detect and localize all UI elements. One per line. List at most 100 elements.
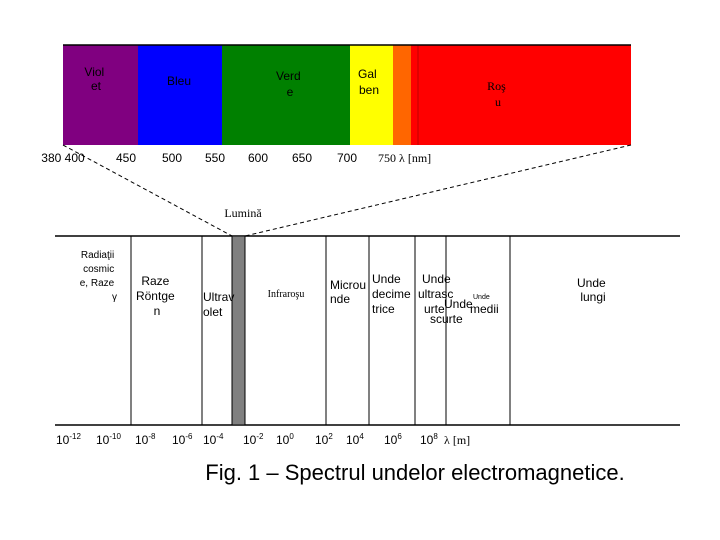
spectrum-bar [63, 44, 631, 145]
tick-base: 10 [56, 433, 70, 447]
label-line: Microu [330, 278, 366, 292]
region-label: Infraroşu [268, 289, 305, 300]
tick-base: 10 [346, 433, 360, 447]
projection-line [244, 144, 632, 237]
tick-base: 10 [172, 433, 186, 447]
scale-tick: 10-10 [96, 432, 121, 447]
scale-tick: 10-2 [243, 432, 264, 447]
scale-tick: 10-8 [135, 432, 156, 447]
band-yellow [350, 45, 393, 145]
tick-base: 10 [203, 433, 217, 447]
region-label: Unde medii [470, 288, 499, 316]
label-line: e, Raze [80, 278, 115, 289]
label-line: urte [424, 302, 445, 316]
band-blue [138, 45, 222, 145]
scale-tick: 10-4 [203, 432, 224, 447]
tick-base: 10 [384, 433, 398, 447]
wavelength-ticks: 380 400 450 500 550 600 650 700 750 λ [n… [41, 151, 431, 165]
scale-tick: 106 [384, 432, 402, 447]
label-line: lungi [580, 290, 605, 304]
scale-tick: 104 [346, 432, 364, 447]
label-line: Bleu [167, 74, 191, 88]
region-label: Unde lungi [577, 276, 609, 304]
wavelength-tick: 700 [337, 151, 357, 165]
region-label: Microu nde [330, 278, 369, 306]
tick-base: 10 [135, 433, 149, 447]
region-label: Unde ultrasc urte [418, 272, 457, 316]
label-line: Gal [358, 67, 377, 81]
label-line: Raze [141, 274, 169, 288]
tick-exp: -4 [216, 432, 224, 441]
tick-exp: -10 [109, 432, 121, 441]
visible-label: Lumină [224, 206, 262, 220]
label-line: u [495, 95, 501, 109]
label-line: Röntge [136, 289, 175, 303]
label-line: Verd [276, 69, 301, 83]
band-violet [63, 45, 138, 145]
label-line: olet [203, 305, 223, 319]
wavelength-tick: 650 [292, 151, 312, 165]
tick-base: 10 [243, 433, 257, 447]
label-line: scurte [430, 312, 463, 326]
tick-exp: 8 [433, 432, 438, 441]
label-line: ultrasc [418, 287, 453, 301]
band-label: Bleu [167, 74, 191, 88]
label-line: Viol [84, 65, 104, 79]
label-line: Radiaţii [81, 250, 114, 261]
wavelength-tick: 380 400 [41, 151, 85, 165]
band-label: Roş u [487, 79, 509, 109]
scale-tick: 102 [315, 432, 333, 447]
band-green [222, 45, 350, 145]
region-label: Unde scurte [430, 297, 476, 326]
band-orange [393, 45, 411, 145]
label-line: γ [112, 292, 117, 303]
label-line: Ultrav [203, 290, 234, 304]
wavelength-tick: 450 [116, 151, 136, 165]
label-line: et [91, 79, 102, 93]
wavelength-tick: 500 [162, 151, 182, 165]
projection-line [62, 144, 233, 237]
scale-ticks: 10-12 10-10 10-8 10-6 10-4 10-2 100 102 … [56, 432, 470, 447]
scale-tick: 108 [420, 432, 438, 447]
wavelength-tick: 750 λ [nm] [378, 151, 431, 165]
wavelength-tick: 550 [205, 151, 225, 165]
tick-exp: 2 [328, 432, 333, 441]
scale-frame [55, 235, 680, 426]
label-line: Infraroşu [268, 289, 305, 300]
scale-unit: λ [m] [444, 433, 470, 447]
region-label: Unde decime trice [372, 272, 414, 316]
visible-band [231, 235, 246, 426]
tick-exp: -8 [148, 432, 156, 441]
label-line: ben [359, 83, 379, 97]
label-line: e [287, 85, 294, 99]
band-label: Gal ben [358, 67, 380, 97]
label-line: Unde [473, 294, 490, 301]
band-label: Verd e [276, 69, 304, 99]
label-line: trice [372, 302, 395, 316]
tick-exp: -6 [185, 432, 193, 441]
band-label: Viol et [84, 65, 107, 93]
tick-base: 10 [276, 433, 290, 447]
label-line: nde [330, 292, 350, 306]
tick-base: 10 [420, 433, 434, 447]
tick-base: 10 [315, 433, 329, 447]
label-line: decime [372, 287, 411, 301]
label-line: Unde [577, 276, 606, 290]
label-line: medii [470, 302, 499, 316]
label-line: n [154, 304, 161, 318]
label-line: Unde [444, 297, 473, 311]
region-label: Ultrav olet [203, 290, 238, 319]
label-line: Unde [422, 272, 451, 286]
tick-exp: 6 [397, 432, 402, 441]
tick-base: 10 [96, 433, 110, 447]
tick-exp: -2 [256, 432, 264, 441]
scale-tick: 100 [276, 432, 294, 447]
band-red [411, 45, 631, 145]
region-label: Radiaţii cosmic e, Raze γ [80, 250, 117, 303]
wavelength-tick: 600 [248, 151, 268, 165]
tick-exp: 4 [359, 432, 364, 441]
scale-tick: 10-12 [56, 432, 81, 447]
tick-exp: 0 [289, 432, 294, 441]
label-line: Roş [487, 79, 506, 93]
